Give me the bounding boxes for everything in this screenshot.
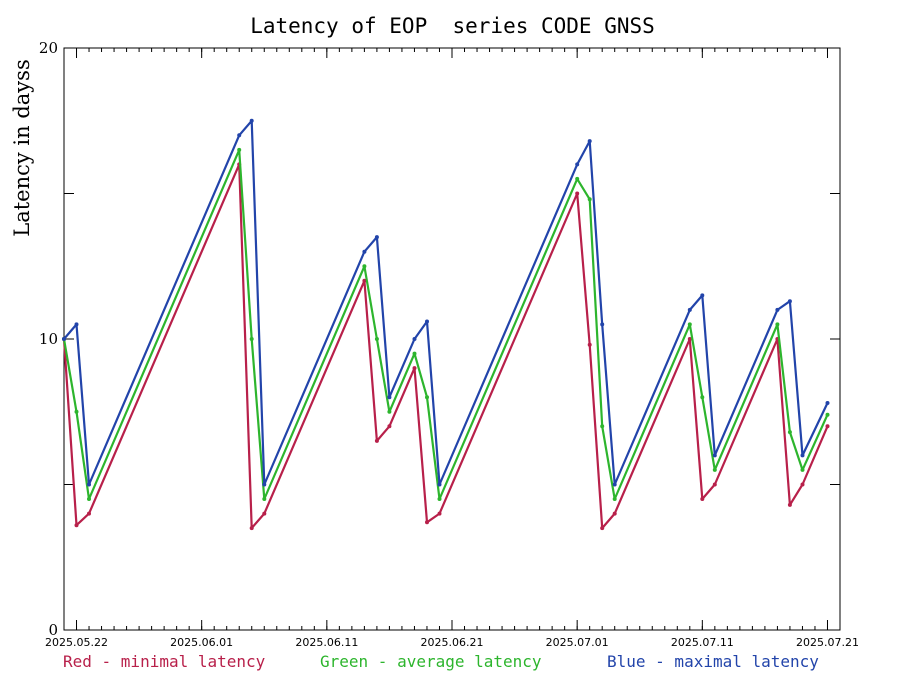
series-2-point (575, 162, 580, 167)
x-tick-label: 2025.06.01 (170, 636, 233, 649)
x-tick-label: 2025.07.21 (796, 636, 859, 649)
series-0-point (712, 482, 717, 487)
series-layer (62, 118, 830, 531)
legend-red: Red - minimal latency (63, 652, 266, 671)
series-1-point (700, 395, 705, 400)
series-0-point (87, 511, 91, 516)
series-2-point (687, 307, 692, 312)
series-1-point (249, 337, 254, 341)
series-2-point (74, 322, 79, 327)
legend-green: Green - average latency (320, 652, 542, 671)
series-2-point (374, 235, 379, 240)
series-0-point (362, 278, 367, 283)
series-2-point (800, 453, 805, 458)
x-tick-label: 2025.07.11 (671, 636, 734, 649)
series-0-point (587, 342, 592, 347)
series-1-point (825, 412, 830, 417)
series-0-point (425, 520, 429, 525)
series-0-point (700, 497, 705, 501)
series-0-point (74, 523, 79, 528)
series-1-point (800, 467, 805, 472)
series-2-point (612, 482, 617, 487)
series-1-point (587, 197, 592, 202)
series-1-point (412, 351, 417, 356)
series-2-point (362, 249, 367, 254)
series-0-point (374, 438, 379, 443)
series-2-point (62, 337, 66, 341)
series-1-point (612, 497, 617, 501)
series-2-point (425, 319, 429, 324)
series-2-point (787, 299, 792, 304)
series-2-point (712, 453, 717, 458)
series-1-point (374, 337, 379, 341)
series-1-point (87, 497, 91, 501)
series-0-point (800, 482, 805, 487)
series-2-point (412, 337, 417, 341)
y-tick-label: 0 (48, 621, 58, 639)
series-2-point (600, 322, 605, 327)
series-0-point (262, 511, 267, 516)
series-2-point (437, 482, 442, 487)
series-line-1 (62, 148, 829, 501)
series-0-point (687, 337, 692, 341)
series-0-point (412, 366, 417, 371)
series-2-point (587, 139, 592, 144)
series-1-point (425, 395, 429, 400)
series-0-point (787, 502, 792, 507)
series-1-point (775, 322, 780, 327)
series-2-point (237, 133, 242, 138)
series-1-point (437, 497, 442, 501)
series-0-point (387, 424, 392, 429)
plot-frame (63, 47, 841, 631)
series-1-point (787, 430, 792, 435)
series-1-point (237, 147, 242, 152)
series-1-point (575, 176, 580, 181)
series-1-point (600, 424, 605, 429)
x-tick-label: 2025.07.01 (546, 636, 609, 649)
series-2-point (249, 118, 254, 123)
series-2-point (87, 482, 91, 487)
x-tick-label: 2025.05.22 (45, 636, 108, 649)
series-1-point (262, 497, 267, 501)
series-1-point (74, 409, 79, 414)
tick-labels: 2025.05.22 2025.06.01 2025.06.11 2025.06.21… (39, 39, 859, 649)
x-tick-label: 2025.06.21 (421, 636, 484, 649)
series-line-2 (63, 119, 829, 486)
series-2-point (775, 307, 780, 312)
y-tick-label: 20 (39, 39, 58, 57)
series-0-point (249, 526, 254, 531)
series-0-point (612, 511, 617, 516)
x-tick-label: 2025.06.11 (295, 636, 358, 649)
axis-ticks (63, 47, 841, 631)
series-0-point (825, 424, 830, 429)
series-2-point (262, 482, 267, 487)
legend-blue: Blue - maximal latency (607, 652, 819, 671)
series-1-point (362, 264, 367, 269)
series-0-point (437, 511, 442, 516)
y-tick-label: 10 (39, 330, 58, 348)
series-1-point (687, 322, 692, 327)
series-2-point (700, 293, 705, 298)
series-0-point (600, 526, 605, 531)
series-1-point (712, 467, 717, 472)
series-1-point (387, 409, 392, 414)
chart-title: Latency of EOP series CODE GNSS (250, 14, 655, 38)
series-line-0 (62, 163, 829, 530)
series-0-point (575, 191, 580, 196)
series-2-point (825, 401, 830, 405)
series-2-point (387, 395, 392, 400)
